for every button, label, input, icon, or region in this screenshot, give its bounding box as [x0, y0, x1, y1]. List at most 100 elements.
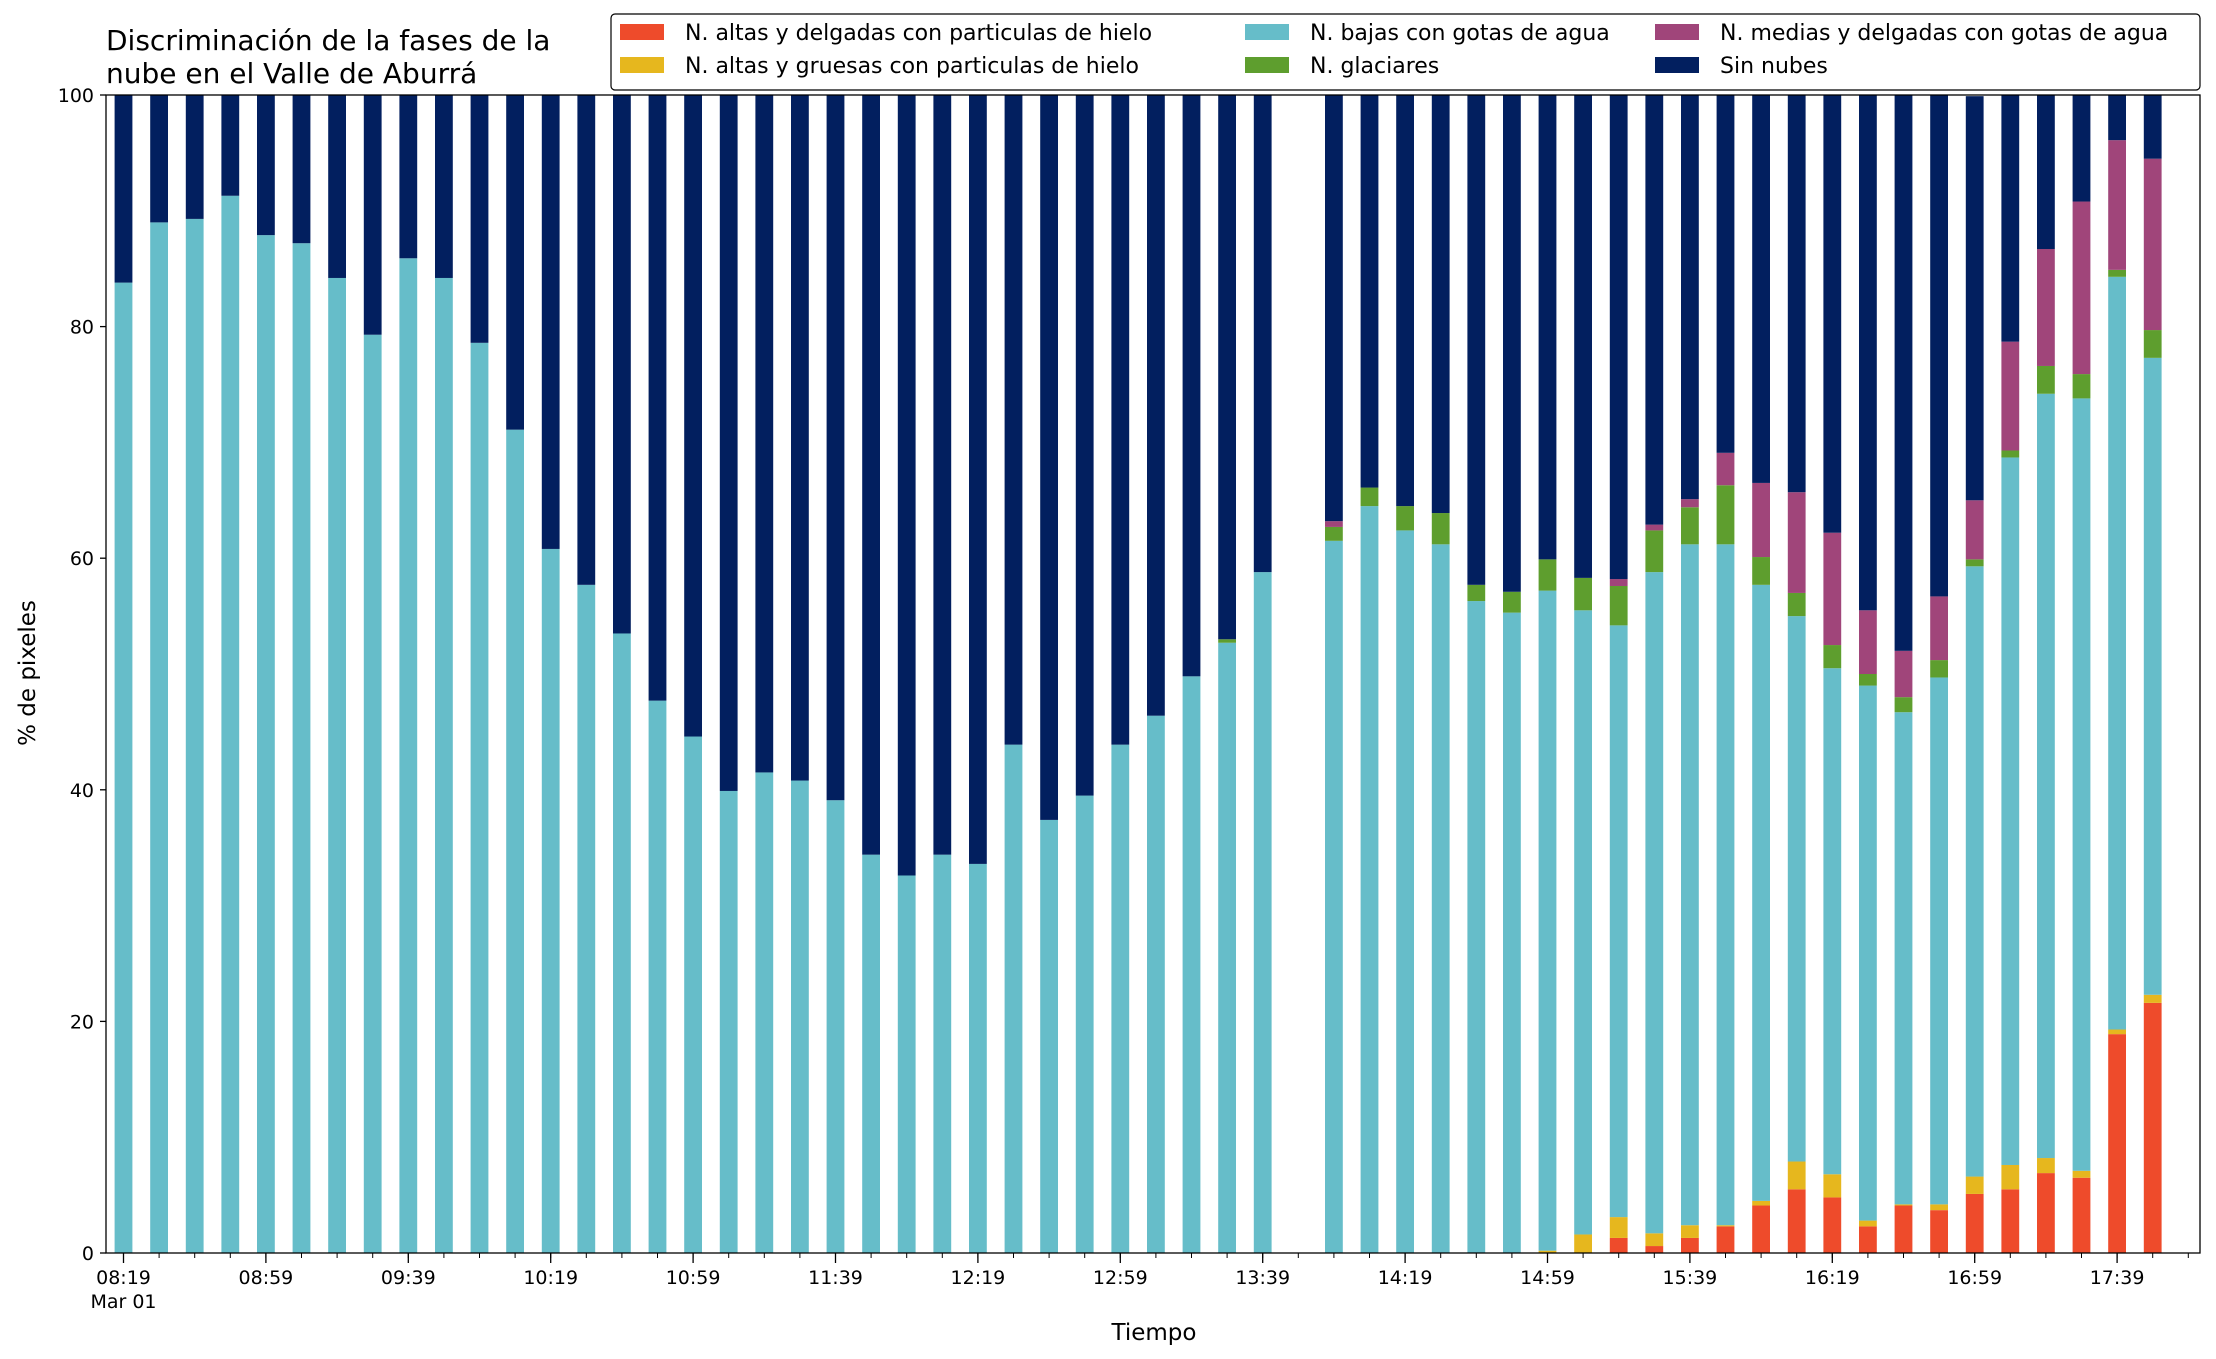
bar-segment — [1182, 676, 1201, 1253]
bar-segment — [1431, 513, 1450, 545]
bar-segment — [1823, 1174, 1842, 1198]
bar-segment — [1111, 744, 1130, 1253]
bar-segment — [1574, 1234, 1592, 1253]
bar-segment — [1325, 521, 1343, 527]
bar-segment — [150, 222, 168, 1253]
bar-segment — [1503, 612, 1521, 1253]
bar-segment — [221, 195, 240, 1253]
bar-segment — [1823, 532, 1842, 646]
bar-segment — [257, 235, 275, 1253]
bar-segment — [1859, 95, 1877, 611]
bar-segment — [1538, 1250, 1557, 1253]
bar-segment — [1574, 95, 1592, 578]
x-tick-label: 09:39 — [381, 1267, 436, 1289]
x-tick-label: 11:39 — [808, 1267, 863, 1289]
legend-label: N. medias y delgadas con gotas de agua — [1720, 21, 2168, 46]
bar-segment — [613, 95, 631, 634]
bar-segment — [1930, 95, 1948, 597]
bar-segment — [150, 95, 168, 223]
bar-segment — [1645, 572, 1664, 1234]
bar-segment — [1609, 579, 1628, 586]
bar-segment — [435, 95, 453, 278]
bar-segment — [1075, 795, 1094, 1253]
bar-segment — [292, 243, 311, 1254]
bar-segment — [2108, 276, 2126, 1030]
legend-label: N. bajas con gotas de agua — [1310, 21, 1610, 46]
bar-segment — [1609, 625, 1628, 1218]
x-tick-label: 08:59 — [239, 1267, 294, 1289]
bar-segment — [933, 95, 952, 855]
bar-segment — [826, 800, 845, 1253]
bar-segment — [2072, 1177, 2091, 1253]
legend-label: N. altas y gruesas con particulas de hie… — [685, 54, 1139, 79]
bar-segment — [1787, 616, 1806, 1162]
bar-segment — [1823, 668, 1842, 1175]
bar-segment — [1965, 1193, 1984, 1253]
bar-segment — [1645, 530, 1664, 573]
bar-segment — [1752, 95, 1770, 483]
bar-segment — [1894, 712, 1913, 1205]
plot-frame — [105, 94, 2201, 1254]
bar-segment — [1894, 95, 1913, 651]
x-tick-label: 15:39 — [1663, 1267, 1718, 1289]
bar-segment — [1004, 95, 1023, 745]
y-tick-label: 60 — [70, 548, 94, 570]
y-axis-label: % de pixeles — [15, 600, 41, 746]
bar-segment — [1645, 95, 1664, 525]
bar-segment — [1360, 506, 1379, 1254]
bar-segment — [2108, 1029, 2126, 1035]
bar-segment — [1645, 1246, 1664, 1253]
bar-segment — [791, 780, 809, 1253]
bar-segment — [1431, 544, 1450, 1253]
bar-segment — [1645, 524, 1664, 531]
bar-segment — [577, 95, 596, 585]
bar-segment — [1253, 95, 1272, 573]
bar-segment — [1325, 540, 1343, 1253]
bar-segment — [257, 95, 275, 236]
bar-segment — [1752, 482, 1770, 558]
x-tick-label: 14:59 — [1520, 1267, 1575, 1289]
bar-segment — [1396, 506, 1414, 531]
bar-segment — [541, 548, 560, 1253]
x-tick-label: 12:19 — [951, 1267, 1006, 1289]
bar-segment — [1716, 544, 1735, 1226]
bar-segment — [933, 854, 952, 1253]
bar-segment — [1040, 819, 1058, 1253]
bar-segment — [2108, 95, 2126, 141]
bar-segment — [1752, 1200, 1770, 1206]
bar-segment — [2001, 1164, 2020, 1190]
chart-title-line-1: Discriminación de la fases de la — [106, 24, 550, 57]
legend-swatch — [1245, 24, 1289, 40]
bar-segment — [1040, 95, 1058, 820]
bars-layer — [114, 95, 2162, 1254]
bar-segment — [1681, 499, 1699, 508]
bar-segment — [114, 282, 133, 1254]
bar-segment — [1574, 610, 1592, 1235]
bar-segment — [791, 95, 809, 781]
bar-segment — [2072, 201, 2091, 375]
bar-segment — [2001, 450, 2020, 458]
bar-segment — [2143, 1002, 2162, 1253]
bar-segment — [1859, 1220, 1877, 1227]
bar-segment — [1218, 639, 1236, 643]
bar-segment — [2143, 994, 2162, 1003]
bar-segment — [577, 584, 596, 1253]
x-tick-label: 12:59 — [1093, 1267, 1148, 1289]
bar-segment — [1787, 1189, 1806, 1253]
bar-segment — [1716, 95, 1735, 453]
bar-segment — [1894, 650, 1913, 698]
bar-segment — [1538, 590, 1557, 1251]
bar-segment — [2037, 249, 2055, 366]
bar-segment — [506, 95, 524, 430]
bar-segment — [897, 875, 916, 1253]
bar-segment — [1681, 544, 1699, 1226]
x-tick-label: 17:39 — [2090, 1267, 2145, 1289]
bar-segment — [1894, 1204, 1913, 1206]
bar-segment — [1396, 95, 1414, 507]
x-tick-label: 10:59 — [666, 1267, 721, 1289]
bar-segment — [2037, 95, 2055, 250]
bar-segment — [2072, 374, 2091, 399]
bar-segment — [1574, 577, 1592, 611]
legend-label: Sin nubes — [1720, 54, 1828, 79]
